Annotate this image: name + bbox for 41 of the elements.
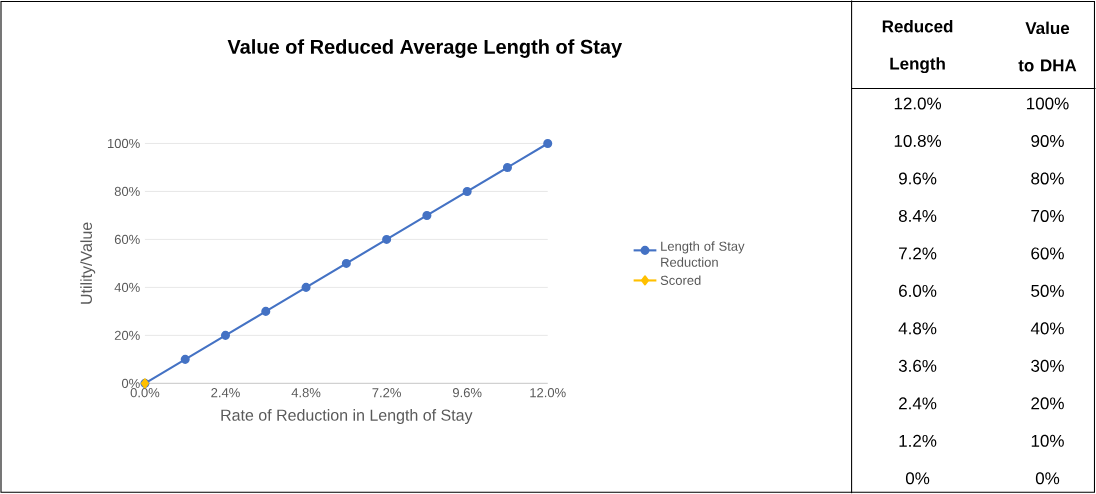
chart-title: Value of Reduced Average Length of Stay: [227, 39, 623, 58]
y-tick-label: 60%: [114, 234, 140, 245]
text: 40%: [1030, 322, 1064, 335]
x-tick-label: 2.4%: [211, 388, 240, 398]
text: 0%: [1035, 472, 1060, 485]
y-tick-label: 80%: [114, 186, 140, 197]
y-tick-label: 100%: [107, 138, 140, 149]
text: Value to DHA: [1018, 21, 1077, 72]
text: 6.0%: [899, 284, 937, 297]
x-tick-label: 12.0%: [530, 388, 566, 398]
text: 90%: [1031, 135, 1064, 148]
text: 1.2%: [899, 434, 937, 447]
x-tick-label: 9.6%: [452, 388, 482, 398]
x-tick-label: 0.0%: [130, 388, 160, 398]
text: 100%: [1027, 97, 1069, 110]
text: 4.8%: [898, 322, 937, 335]
text: Reduced Length: [882, 19, 953, 74]
y-tick-label: 20%: [114, 330, 140, 341]
text: 8.4%: [898, 209, 937, 223]
text: 30%: [1031, 359, 1064, 372]
text: 2.4%: [899, 397, 937, 410]
legend-label: Length of Stay Reduction: [661, 241, 745, 267]
text: 50%: [1031, 284, 1064, 297]
text: 10.8%: [894, 135, 942, 148]
y-axis-title: Utility/Value: [80, 222, 96, 304]
text: 60%: [1031, 247, 1064, 260]
text: 10%: [1031, 434, 1064, 447]
text: 80%: [1031, 172, 1064, 185]
x-axis-title: Rate of Reduction in Length of Stay: [221, 409, 473, 425]
text: 9.6%: [898, 172, 937, 185]
y-tick-label: 0%: [121, 378, 140, 389]
text: 7.2%: [899, 247, 937, 260]
x-tick-label: 7.2%: [372, 388, 401, 398]
text: 20%: [1031, 397, 1064, 410]
y-tick-label: 40%: [114, 282, 140, 293]
text: 70%: [1031, 209, 1064, 223]
text: 0%: [905, 472, 930, 485]
text: 3.6%: [898, 359, 937, 372]
x-tick-label: 4.8%: [291, 388, 321, 398]
text: 12.0%: [894, 97, 942, 110]
legend-label: Scored: [660, 275, 701, 286]
